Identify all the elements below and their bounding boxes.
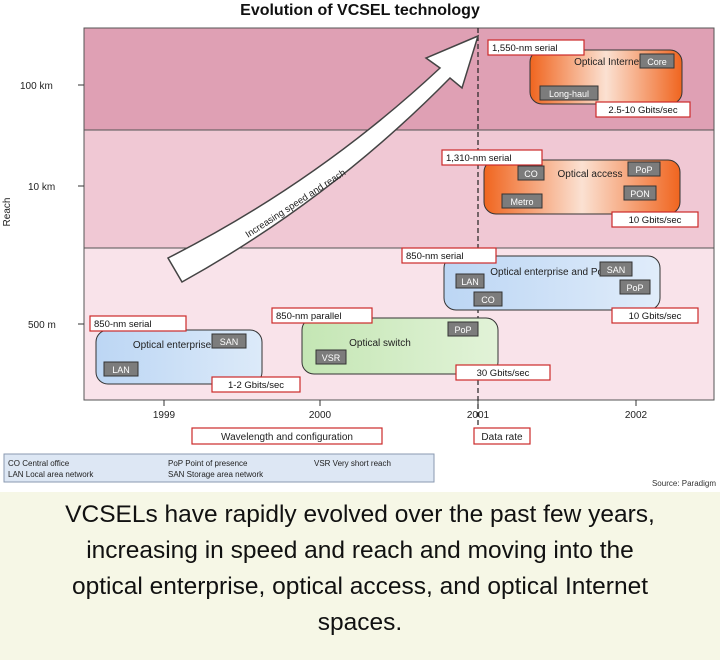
legend-box [3,453,435,483]
tag-pop-label: PoP [635,165,652,175]
rate-label-box [611,307,699,324]
legend-entry: PoP Point of presence [168,459,248,468]
y-axis-label: Reach [2,198,13,227]
legend-entry: LAN Local area network [8,470,94,479]
tag-vsr-label: VSR [322,353,341,363]
tag-long-haul-label: Long-haul [549,89,589,99]
x-label-data-rate: Data rate [481,432,523,443]
rate-label-box [211,376,301,393]
tag-long-haul [539,85,599,101]
legend-entry: VSR Very short reach [314,459,391,468]
x-label-box-right [473,427,531,445]
wavelength-label: 850-nm parallel [276,311,341,322]
tag-pon-label: PON [630,189,650,199]
group-title-enterprise-pop: Optical enterprise and PoP [490,267,610,278]
figure-title: Evolution of VCSEL technology [240,2,480,19]
caption-line: increasing in speed and reach and moving… [86,537,634,564]
tag-pop [627,161,661,177]
rate-label: 2.5-10 Gbits/sec [608,105,677,116]
diagram-canvas: Reach 100 km 10 km 500 m 1999 2000 2001 … [2,27,716,488]
group-title-optical: Optical enterprise [133,340,212,351]
tag-pop-label: PoP [626,283,643,293]
group-title-switch: Optical switch [349,338,411,349]
wavelength-label: 1,310-nm serial [446,153,511,164]
tag-pop [619,279,651,295]
wavelength-label-box [401,247,497,264]
x-tick-2000: 2000 [309,410,332,421]
tag-co [517,165,545,181]
rate-label-box [611,211,699,228]
source-credit: Source: Paradigm [652,479,716,488]
tag-metro-label: Metro [510,197,533,207]
tag-co-label: CO [524,169,538,179]
wavelength-label: 850-nm serial [406,251,464,262]
rate-label: 1-2 Gbits/sec [228,380,284,391]
rate-label: 10 Gbits/sec [629,311,682,322]
caption-panel [0,492,720,660]
caption-line: optical enterprise, optical access, and … [71,573,649,600]
tag-san [211,333,247,349]
wavelength-label: 1,550-nm serial [492,43,557,54]
tag-lan-label: LAN [461,277,479,287]
tag-san-label: SAN [607,265,626,275]
y-tick-500m: 500 m [28,320,56,331]
group-title-text: Optical access [557,169,623,180]
caption-line: spaces. [317,609,403,636]
legend-entry: SAN Storage area network [168,470,264,479]
growth-arrow [166,34,480,284]
wavelength-label-box [441,149,543,166]
x-tick-1999: 1999 [153,410,176,421]
tag-pop [447,321,479,337]
rate-label: 30 Gbits/sec [477,368,530,379]
wavelength-label-box [487,39,585,56]
tag-lan [455,273,485,289]
tag-core-label: Core [647,57,667,67]
tag-pon [623,185,657,201]
tag-lan [103,361,139,377]
wavelength-label-box [271,307,373,324]
rate-label: 10 Gbits/sec [629,215,682,226]
caption-text: VCSELs have rapidly evolved over the pas… [0,497,720,641]
tag-san-label: SAN [220,337,239,347]
tag-vsr [315,349,347,365]
group-title-access: Optical access [557,169,623,180]
tag-metro [501,193,543,209]
rate-label-box [455,364,551,381]
x-label-wavelength: Wavelength and configuration [221,432,353,443]
tag-san [599,261,633,277]
x-label-box-left [191,427,383,445]
wavelength-label: 850-nm serial [94,319,152,330]
y-tick-10km: 10 km [28,182,55,193]
rate-label-box [595,101,691,118]
legend-entry: CO Central office [8,459,70,468]
tag-core [639,53,675,69]
caption-line: VCSELs have rapidly evolved over the pas… [65,501,655,528]
tag-co [473,291,503,307]
x-tick-2002: 2002 [625,410,648,421]
group-title-text: Optical enterprise and PoP [490,267,610,278]
tag-co-label: CO [481,295,495,305]
tag-lan-label: LAN [112,365,130,375]
wavelength-label-box [89,315,187,332]
tag-pop-label: PoP [454,325,471,335]
group-title-internet: Optical Internet [574,57,642,68]
y-tick-100km: 100 km [20,81,53,92]
group-title-text: Optical Internet [574,57,642,68]
